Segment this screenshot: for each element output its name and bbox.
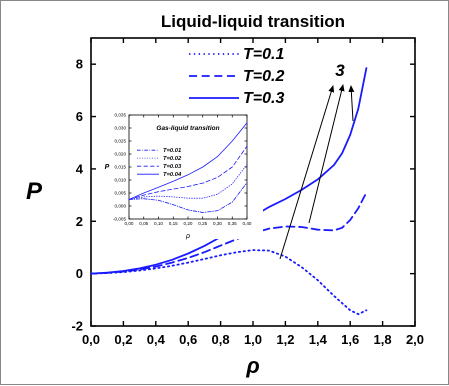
inset-y-tick-label: 0,025	[115, 139, 127, 144]
inset-x-tick-label: 0,15	[169, 221, 178, 226]
main-series-line-t01	[90, 249, 368, 316]
main-x-tick-label: 0,6	[179, 332, 197, 347]
main-y-tick-label: 8	[76, 57, 83, 72]
main-y-axis-label: P	[26, 178, 43, 205]
inset-y-tick-label: 0,015	[115, 165, 127, 170]
inset-y-tick-label: 0,030	[115, 126, 127, 131]
inset-legend-label: T=0.03	[163, 164, 182, 170]
annotation-arrow	[348, 85, 355, 122]
inset-series-line-t003	[128, 145, 248, 200]
annotation-arrow	[279, 85, 335, 260]
main-legend-label: T=0.1	[243, 46, 284, 63]
inset-series-line-t002	[128, 163, 248, 200]
inset-chart-title: Gas-liquid transition	[156, 125, 219, 132]
inset-y-tick-label: -0,005	[113, 217, 126, 222]
inset-legend: T=0.01 T=0.02 T=0.03 T=0.04	[137, 148, 182, 178]
inset-y-tick-label: 0,020	[115, 152, 127, 157]
main-y-tick-label: 0	[76, 266, 83, 281]
main-x-axis-label: ρ	[245, 353, 259, 378]
inset-x-tick-label: 0,35	[228, 221, 237, 226]
main-x-tick-label: 2,0	[406, 332, 424, 347]
main-legend-label: T=0.2	[243, 68, 284, 85]
main-x-tick-label: 1,2	[276, 332, 294, 347]
inset-x-axis-label: ρ	[185, 233, 190, 240]
main-y-tick-label: 6	[76, 109, 83, 124]
inset-series-line-t004	[128, 122, 248, 200]
main-y-tick-label: 4	[76, 161, 84, 176]
inset-legend-label: T=0.02	[163, 156, 182, 162]
main-x-tick-label: 1,0	[244, 332, 262, 347]
inset-x-tick-label: 0,05	[139, 221, 148, 226]
inset-y-axis-label: P	[105, 164, 110, 171]
main-legend-label: T=0.3	[243, 90, 284, 107]
annotation-arrow	[308, 84, 345, 224]
annotation-arrows	[279, 84, 355, 260]
main-x-tick-label: 0,4	[147, 332, 166, 347]
main-y-tick-label: 2	[76, 214, 83, 229]
inset-background	[99, 107, 263, 239]
inset-x-tick-label: 0,25	[198, 221, 207, 226]
main-legend: T=0.1 T=0.2 T=0.3	[189, 46, 284, 107]
main-chart-title: Liquid-liquid transition	[161, 12, 345, 31]
inset-series-line-t001	[128, 182, 248, 213]
inset-x-tick-label: 0,00	[125, 221, 134, 226]
annotation-label: 3	[335, 61, 345, 80]
inset-x-tick-label: 0,40	[243, 221, 252, 226]
main-x-tick-label: 1,6	[341, 332, 359, 347]
inset-y-tick-label: 0,005	[115, 191, 127, 196]
main-x-tick-label: 1,8	[374, 332, 392, 347]
inset-y-tick-label: 0,010	[115, 178, 127, 183]
inset-x-tick-label: 0,30	[213, 221, 222, 226]
inset-x-tick-label: 0,10	[154, 221, 163, 226]
inset-legend-label: T=0.04	[163, 172, 182, 178]
main-x-tick-label: 0,0	[82, 332, 100, 347]
inset-x-tick-label: 0,20	[184, 221, 193, 226]
main-y-tick-label: -2	[71, 319, 83, 334]
main-x-tick-label: 0,8	[212, 332, 230, 347]
inset-y-tick-label: 0,000	[115, 204, 127, 209]
inset-y-tick-label: 0,035	[115, 113, 127, 118]
main-x-tick-label: 0,2	[114, 332, 132, 347]
inset-legend-label: T=0.01	[163, 148, 181, 154]
main-x-tick-label: 1,4	[309, 332, 328, 347]
